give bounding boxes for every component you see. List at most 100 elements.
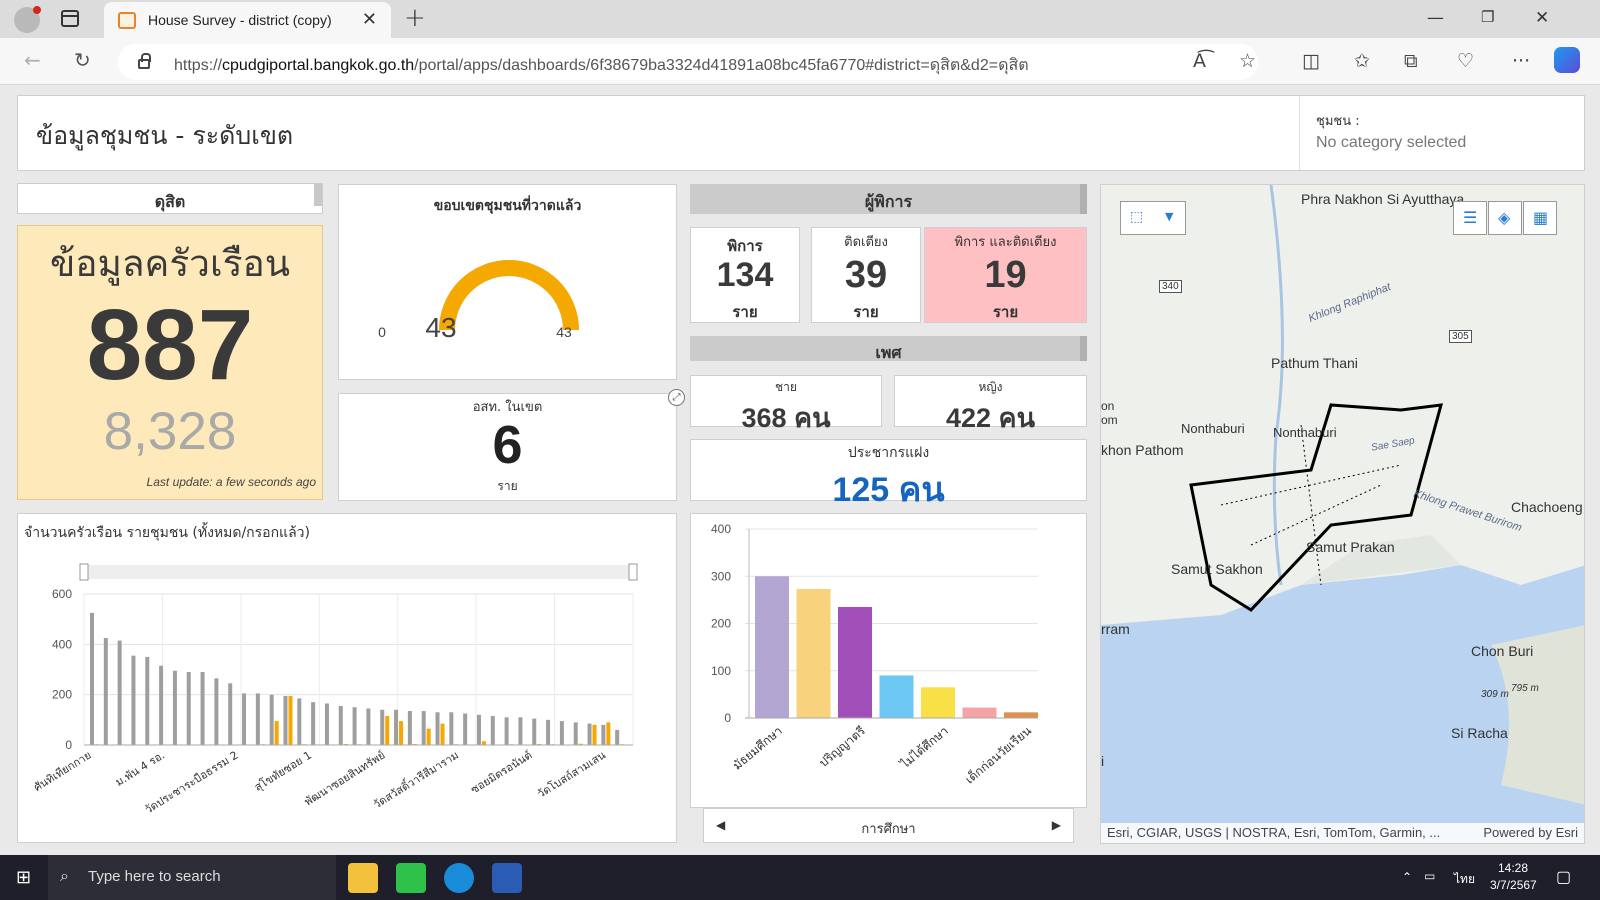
file-explorer-icon[interactable] [348, 863, 378, 893]
total-household-bar[interactable] [172, 670, 177, 745]
legend-button[interactable]: ☰ [1453, 201, 1487, 235]
notification-icon[interactable]: ▢ [1556, 869, 1572, 886]
total-household-bar[interactable] [159, 665, 164, 745]
minimize-icon[interactable]: — [1427, 8, 1444, 28]
line-app-icon[interactable] [396, 863, 426, 893]
education-bar[interactable] [796, 589, 831, 718]
total-household-bar[interactable] [117, 640, 122, 745]
clock-date[interactable]: 3/7/2567 [1490, 878, 1537, 892]
education-bar[interactable] [879, 675, 914, 718]
map-panel[interactable]: Phra Nakhon Si Ayutthaya Pathum Thani No… [1100, 184, 1585, 844]
previous-arrow-icon[interactable]: ◀ [716, 818, 726, 832]
url-field[interactable]: https://cpudgiportal.bangkok.go.th/porta… [118, 44, 1258, 80]
total-household-bar[interactable] [380, 709, 385, 745]
restore-icon[interactable]: ❐ [1481, 8, 1495, 26]
total-household-bar[interactable] [476, 714, 481, 745]
filled-household-bar[interactable] [578, 743, 583, 745]
total-household-bar[interactable] [518, 717, 523, 745]
browser-essentials-icon[interactable]: ♡ [1457, 50, 1475, 72]
browser-tab-active[interactable]: House Survey - district (copy) ✕ [104, 2, 391, 38]
total-household-bar[interactable] [228, 683, 233, 745]
total-household-bar[interactable] [90, 612, 94, 745]
total-household-bar[interactable] [615, 729, 620, 745]
filled-household-bar[interactable] [440, 723, 445, 745]
filled-household-bar[interactable] [481, 741, 486, 745]
filled-household-bar[interactable] [606, 722, 611, 745]
total-household-bar[interactable] [214, 678, 219, 745]
filled-household-bar[interactable] [412, 743, 417, 745]
filled-household-bar[interactable] [288, 695, 293, 745]
education-bar-chart[interactable]: 0 100 200 300 400 มัธยมศึกษา ปริญญาตรี ไม่ได้ศึ… [691, 514, 1088, 809]
powered-by-esri[interactable]: Powered by Esri [1483, 825, 1578, 840]
education-bar[interactable] [838, 606, 872, 718]
filled-household-bar[interactable] [399, 721, 404, 745]
total-household-bar[interactable] [186, 672, 191, 745]
tab-close-icon[interactable]: ✕ [361, 9, 377, 30]
lock-icon[interactable] [138, 53, 151, 69]
total-household-bar[interactable] [366, 708, 371, 745]
refresh-icon[interactable]: ↻ [74, 48, 91, 72]
total-household-bar[interactable] [338, 705, 343, 745]
windows-start-icon[interactable]: ⊞ [16, 867, 32, 888]
total-household-bar[interactable] [449, 712, 454, 745]
community-selector[interactable]: ชุมชน : No category selected [1299, 96, 1586, 170]
filled-household-bar[interactable] [343, 743, 348, 745]
copilot-icon[interactable] [1554, 47, 1580, 73]
total-household-bar[interactable] [283, 695, 288, 745]
network-icon[interactable]: ▭ [1424, 869, 1436, 883]
back-icon[interactable]: ← [24, 48, 41, 72]
total-household-bar[interactable] [407, 711, 412, 745]
total-household-bar[interactable] [103, 638, 108, 745]
total-household-bar[interactable] [394, 709, 399, 745]
disabled-section-header[interactable]: ผู้พิการ [690, 184, 1087, 214]
total-household-bar[interactable] [269, 694, 274, 745]
range-handle-right[interactable] [628, 563, 638, 581]
filled-household-bar[interactable] [274, 721, 279, 745]
filled-household-bar[interactable] [537, 743, 542, 745]
district-name-tab[interactable]: ดุสิต [17, 183, 323, 214]
total-household-bar[interactable] [490, 716, 495, 745]
total-household-bar[interactable] [324, 703, 329, 745]
total-household-bar[interactable] [532, 718, 537, 745]
favorite-star-icon[interactable]: ☆ [1239, 50, 1257, 72]
split-screen-icon[interactable]: ◫ [1302, 50, 1320, 72]
expand-icon[interactable]: ⤢ [668, 389, 685, 406]
collections-icon[interactable]: ⧉ [1404, 50, 1418, 72]
education-bar[interactable] [921, 687, 955, 718]
total-household-bar[interactable] [145, 656, 150, 745]
select-tool-button[interactable]: ⬚ ▼ [1120, 201, 1186, 235]
range-handle-left[interactable] [79, 563, 89, 581]
favorites-icon[interactable]: ✩ [1354, 50, 1370, 72]
total-household-bar[interactable] [352, 707, 357, 745]
profile-avatar-icon[interactable] [14, 6, 41, 33]
language-indicator[interactable]: ไทย [1454, 872, 1475, 886]
clock-time[interactable]: 14:28 [1498, 861, 1529, 875]
filled-household-bar[interactable] [592, 724, 597, 745]
total-household-bar[interactable] [200, 672, 205, 745]
tab-actions-icon[interactable] [61, 10, 79, 27]
range-slider-track[interactable] [84, 565, 633, 579]
total-household-bar[interactable] [421, 711, 426, 745]
total-household-bar[interactable] [311, 702, 316, 745]
total-household-bar[interactable] [601, 724, 606, 745]
new-tab-icon[interactable]: + [404, 3, 426, 33]
total-household-bar[interactable] [131, 655, 136, 745]
filled-household-bar[interactable] [426, 728, 431, 745]
education-bar[interactable] [1004, 712, 1038, 718]
total-household-bar[interactable] [573, 722, 578, 745]
edge-browser-icon[interactable] [444, 863, 474, 893]
total-household-bar[interactable] [242, 693, 247, 745]
total-household-bar[interactable] [463, 713, 468, 745]
layers-button[interactable]: ◈ [1488, 201, 1522, 235]
next-arrow-icon[interactable]: ▶ [1051, 818, 1061, 832]
total-household-bar[interactable] [297, 698, 302, 745]
filled-household-bar[interactable] [385, 716, 390, 745]
basemap-gallery-button[interactable]: ▦ [1523, 201, 1557, 235]
taskbar-search[interactable]: ⌕ Type here to search [48, 855, 336, 900]
education-bar[interactable] [962, 707, 997, 718]
total-household-bar[interactable] [255, 693, 260, 745]
total-household-bar[interactable] [435, 712, 440, 745]
sex-section-header[interactable]: เพศ [690, 336, 1087, 361]
total-household-bar[interactable] [546, 719, 551, 745]
